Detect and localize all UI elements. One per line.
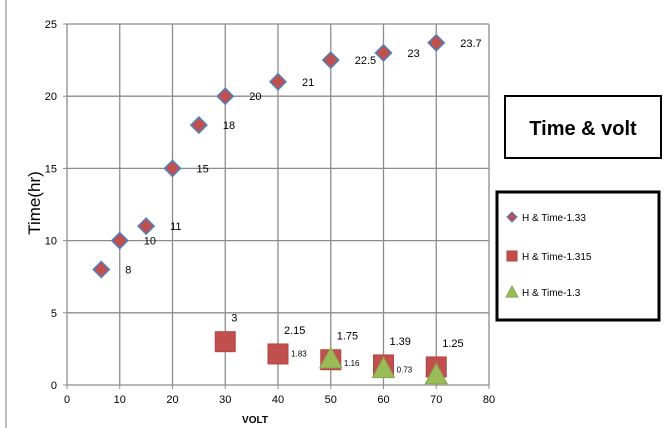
x-tick-label: 0 <box>64 394 70 406</box>
legend <box>495 190 661 322</box>
data-point <box>318 346 343 369</box>
legend-marker <box>506 211 518 223</box>
y-tick-label: 0 <box>51 380 57 392</box>
tick-labels: 0 10 20 30 40 50 60 70 80 0 5 10 15 20 25 <box>45 19 495 406</box>
x-tick-label: 80 <box>483 394 495 406</box>
legend-items: H & Time-1.33 H & Time-1.315 H & Time-1.3 <box>505 211 592 299</box>
x-tick-label: 10 <box>114 394 126 406</box>
data-label: 21 <box>302 77 314 89</box>
data-label: 0.73 <box>397 365 413 374</box>
x-tick-label: 50 <box>325 394 337 406</box>
legend-label: H & Time-1.315 <box>522 252 592 263</box>
y-tick-label: 25 <box>45 19 57 31</box>
data-label: 10 <box>144 236 156 248</box>
data-label: 8 <box>125 264 131 276</box>
grid <box>67 23 490 385</box>
x-tick-label: 30 <box>219 394 231 406</box>
data-point <box>189 116 208 135</box>
y-tick-label: 15 <box>45 163 57 175</box>
data-label: 22.5 <box>355 55 376 67</box>
data-label: 11 <box>170 221 181 233</box>
data-label: 23.7 <box>460 38 481 50</box>
data-label: 1.83 <box>291 350 307 359</box>
legend-marker <box>505 284 519 298</box>
x-tick-label: 70 <box>430 394 442 406</box>
legend-label: H & Time-1.3 <box>522 288 581 299</box>
data-point <box>216 87 235 106</box>
chart-title: Time & volt <box>529 118 637 140</box>
x-tick-label: 20 <box>166 394 178 406</box>
data-label: 20 <box>249 91 261 103</box>
x-tick-label: 40 <box>272 394 284 406</box>
data-point <box>163 159 182 178</box>
title-box <box>504 95 662 159</box>
legend-marker <box>506 250 518 262</box>
x-tick-label: 60 <box>377 394 389 406</box>
data-label: 1.39 <box>390 336 411 348</box>
x-axis-label: VOLT <box>242 415 268 426</box>
data-label: 2.15 <box>284 325 305 337</box>
data-point <box>267 343 289 365</box>
data-point <box>214 331 236 353</box>
axes <box>63 23 490 389</box>
data-label: 15 <box>197 163 209 175</box>
data-label: 1.75 <box>337 331 358 343</box>
data-label: 23 <box>408 48 420 60</box>
data-label: 3 <box>231 313 237 325</box>
y-axis-label: Time(hr) <box>25 171 44 235</box>
data-point <box>374 43 393 62</box>
data-point <box>110 231 129 250</box>
data-label: 1.25 <box>442 338 463 350</box>
data-point <box>92 260 111 279</box>
data-label: 1.16 <box>344 359 360 368</box>
data-label: 18 <box>223 120 235 132</box>
data-point <box>427 33 446 52</box>
data-point <box>268 72 288 91</box>
legend-label: H & Time-1.33 <box>522 213 586 224</box>
y-tick-label: 20 <box>45 91 57 103</box>
data-labels: 8 10 11 15 18 20 21 22.5 23 23.7 3 2.15 1.75 1.39 1.25… <box>125 38 481 375</box>
data-point <box>321 51 340 70</box>
y-tick-label: 5 <box>51 308 57 320</box>
data-point <box>371 356 396 379</box>
data-point <box>424 362 449 385</box>
y-tick-label: 10 <box>45 236 57 248</box>
data-marks <box>92 33 449 385</box>
data-point <box>137 217 156 236</box>
